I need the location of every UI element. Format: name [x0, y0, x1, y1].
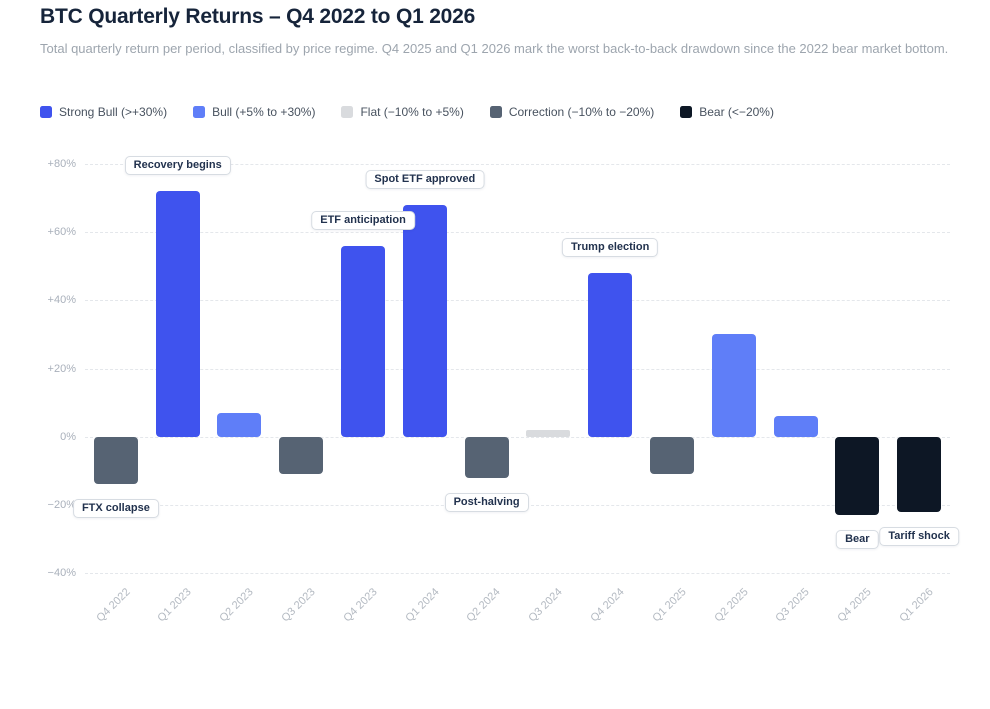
annotation-bear: Bear — [836, 530, 879, 550]
legend-item-flat: Flat (−10% to +5%) — [341, 105, 464, 119]
y-axis-tick-label: +80% — [47, 158, 76, 170]
legend-swatch-bull — [193, 106, 206, 118]
x-axis-tick-label: Q2 2024 — [464, 586, 504, 625]
bar-q2-2025 — [711, 334, 756, 437]
legend: Strong Bull (>+30%) Bull (+5% to +30%) Fla… — [40, 105, 774, 119]
legend-label: Bull (+5% to +30%) — [212, 105, 316, 119]
y-axis-tick-label: +20% — [47, 362, 76, 375]
gridline-60 — [85, 232, 950, 234]
bar-q4-2025 — [835, 436, 880, 516]
annotation-trump-election: Trump election — [562, 238, 659, 258]
y-axis-tick-label: −20% — [47, 498, 76, 511]
x-axis-tick-label: Q4 2024 — [588, 586, 627, 625]
legend-item-bull: Bull (+5% to +30%) — [193, 105, 315, 119]
bar-q3-2025 — [773, 416, 818, 437]
legend-label: Flat (−10% to +5%) — [360, 105, 464, 119]
bar-q1-2025 — [649, 436, 694, 475]
annotation-spot-etf-approved: Spot ETF approved — [365, 169, 485, 189]
annotation-post-halving: Post-halving — [444, 492, 529, 512]
x-axis-tick-label: Q1 2023 — [155, 586, 195, 625]
chart-subtitle: Total quarterly return per period, class… — [40, 41, 949, 56]
x-axis-tick-label: Q1 2025 — [650, 586, 689, 625]
x-axis-tick-label: Q3 2023 — [279, 586, 318, 625]
legend-swatch-correction — [489, 106, 502, 118]
gridline-20 — [85, 368, 950, 370]
bar-q1-2023 — [155, 191, 200, 437]
legend-swatch-bear — [680, 106, 693, 118]
legend-label: Correction (−10% to −20%) — [508, 105, 655, 119]
x-axis-tick-label: Q1 2026 — [897, 586, 936, 625]
annotation-etf-anticipation: ETF anticipation — [311, 210, 415, 230]
annotation-tariff-shock: Tariff shock — [879, 526, 959, 546]
y-axis-tick-label: +60% — [47, 226, 76, 239]
x-axis-tick-label: Q2 2023 — [217, 586, 256, 625]
x-axis-tick-label: Q3 2024 — [526, 586, 565, 625]
annotation-recovery-begins: Recovery begins — [124, 156, 231, 176]
y-axis-tick-label: 0% — [60, 430, 76, 443]
bar-q4-2023 — [341, 245, 386, 437]
legend-item-strong_bull: Strong Bull (>+30%) — [40, 105, 167, 119]
page-title: BTC Quarterly Returns – Q4 2022 to Q1 20… — [40, 5, 476, 28]
bar-q2-2024 — [464, 436, 509, 478]
legend-item-correction: Correction (−10% to −20%) — [489, 105, 655, 119]
legend-swatch-strong_bull — [40, 106, 52, 118]
y-axis-tick-label: +40% — [47, 294, 76, 307]
x-axis-tick-label: Q4 2023 — [341, 586, 380, 625]
annotation-ftx-collapse: FTX collapse — [72, 499, 159, 519]
legend-swatch-flat — [341, 106, 354, 118]
x-axis-tick-label: Q4 2022 — [94, 586, 133, 625]
legend-item-bear: Bear (<−20%) — [680, 105, 774, 119]
gridline-0 — [85, 436, 950, 438]
gridline--40 — [85, 573, 950, 574]
gridline-40 — [85, 300, 950, 302]
legend-label: Bear (<−20%) — [699, 105, 774, 119]
bar-q4-2024 — [588, 273, 633, 437]
bar-q3-2024 — [526, 429, 571, 437]
legend-label: Strong Bull (>+30%) — [59, 105, 168, 119]
x-axis-tick-label: Q1 2024 — [402, 586, 442, 625]
gridline-80 — [85, 164, 950, 165]
x-axis-tick-label: Q3 2025 — [773, 586, 813, 625]
x-axis-tick-label: Q4 2025 — [835, 586, 874, 625]
bar-q3-2023 — [279, 436, 324, 475]
bar-q1-2026 — [897, 436, 942, 512]
y-axis-tick-label: −40% — [47, 567, 76, 579]
bar-q2-2023 — [217, 412, 262, 437]
bar-q4-2022 — [93, 436, 138, 485]
x-axis-tick-label: Q2 2025 — [711, 586, 751, 625]
bar-q1-2024 — [402, 204, 447, 437]
